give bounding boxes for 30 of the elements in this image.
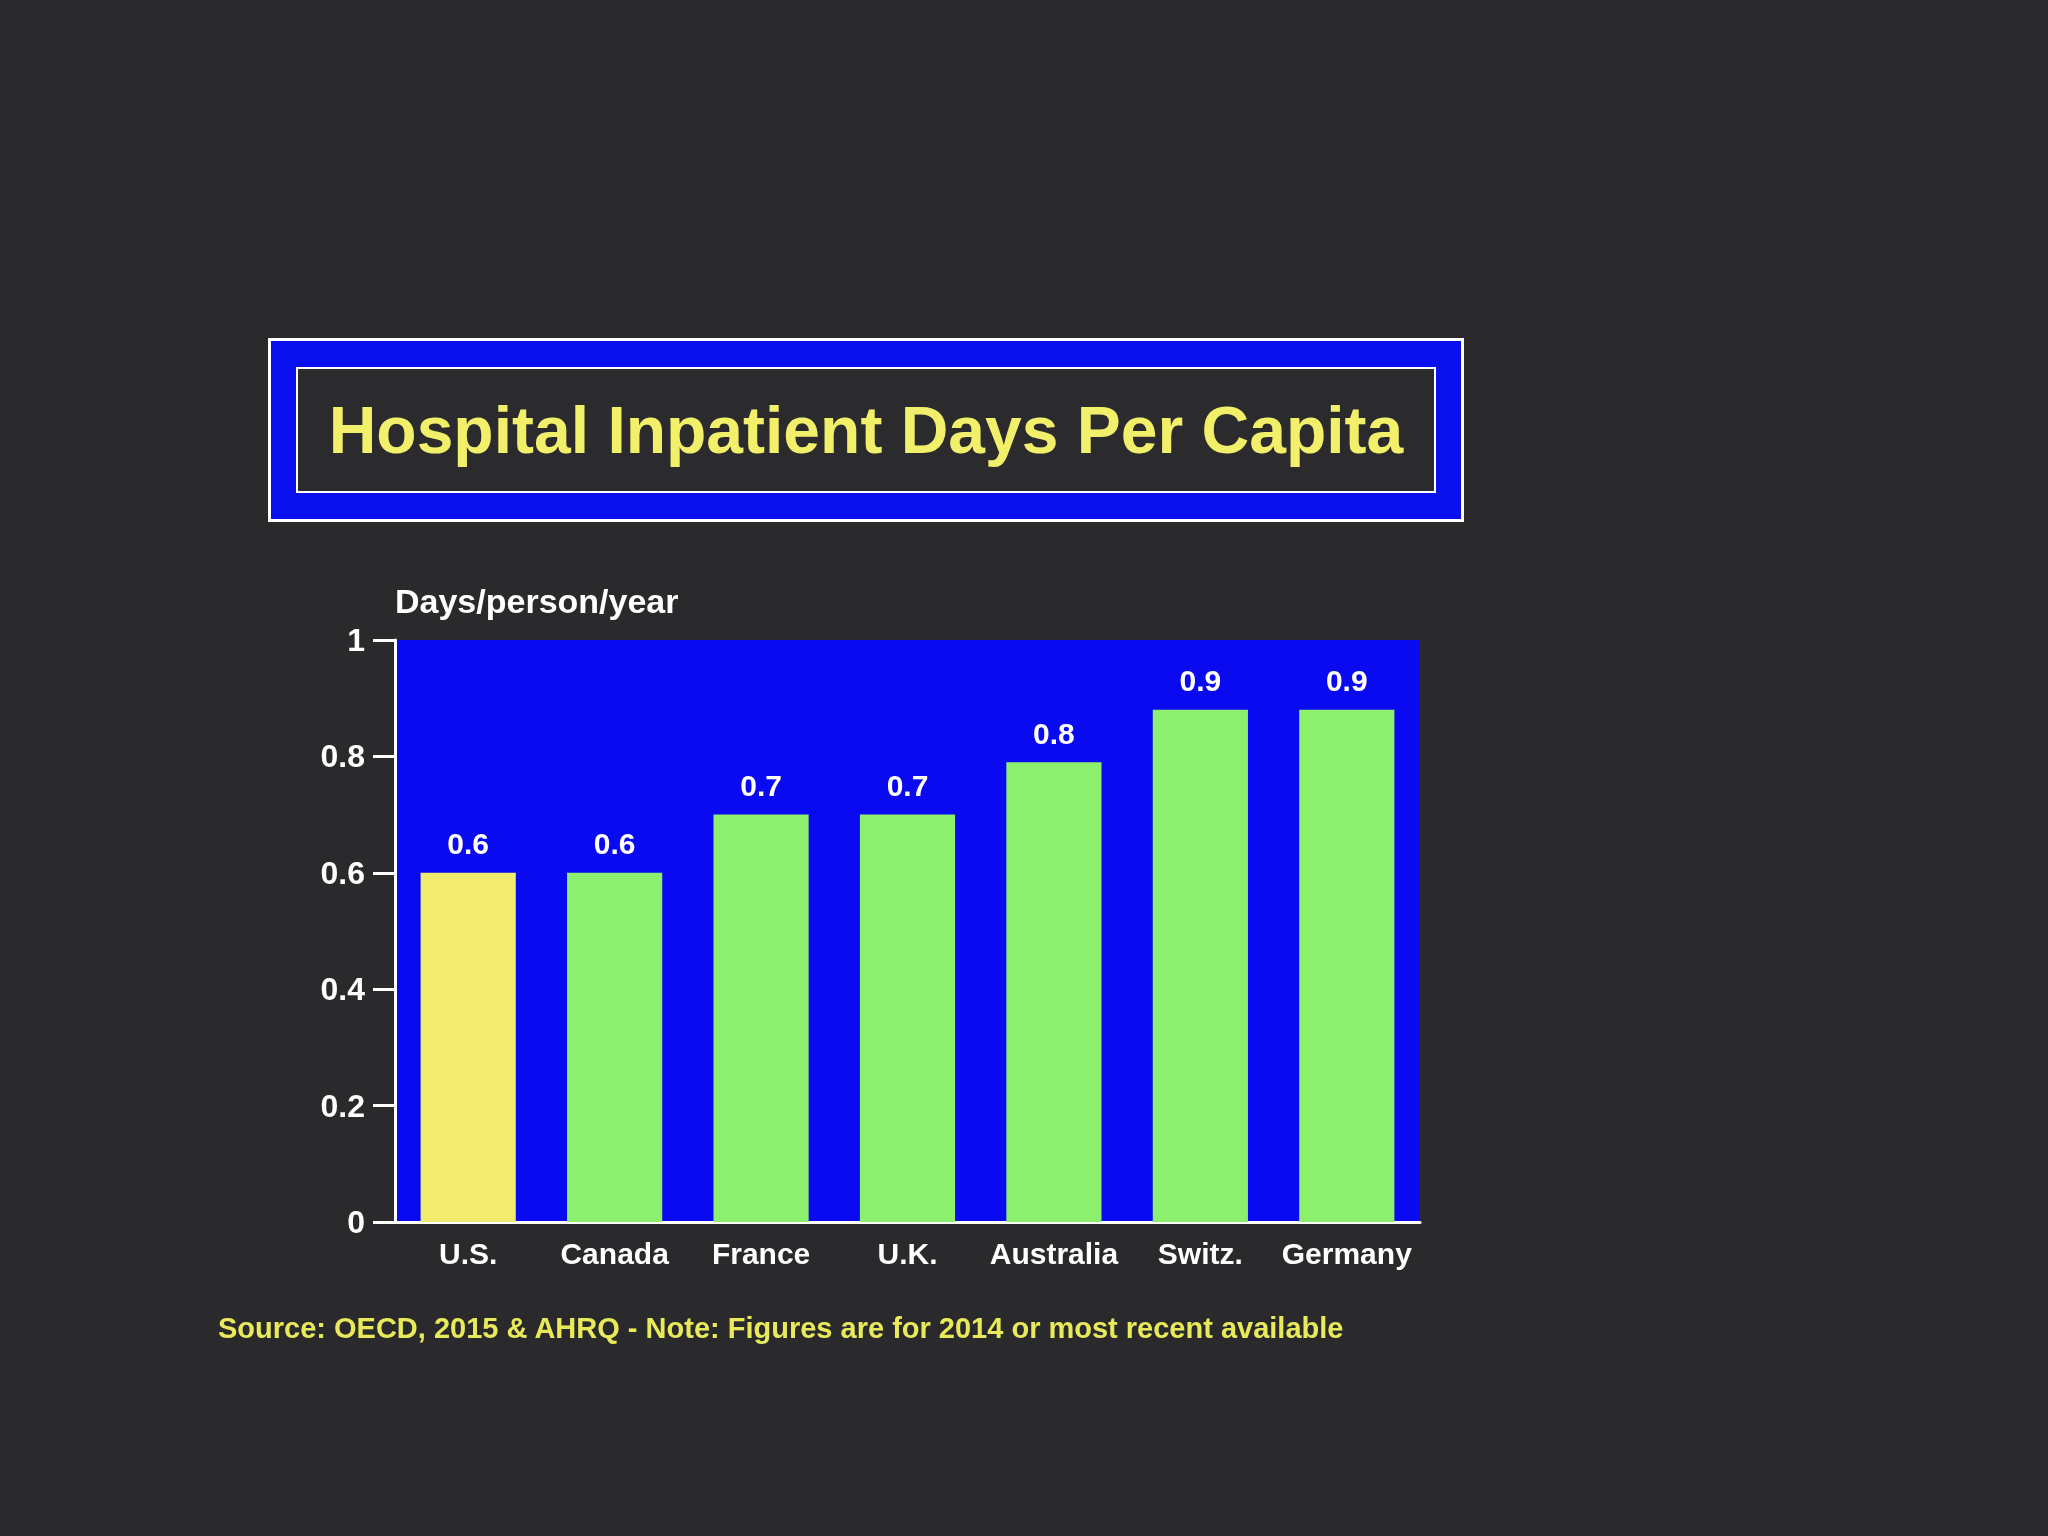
bar [567, 872, 663, 1222]
y-tick-label: 0.2 [320, 1087, 365, 1124]
data-label: 0.6 [593, 827, 636, 861]
bar [1006, 762, 1102, 1222]
y-tick-label: 0.6 [320, 854, 365, 891]
bar [1152, 709, 1248, 1222]
chart-title: Hospital Inpatient Days Per Capita [328, 392, 1404, 468]
x-tick-label: France [711, 1236, 811, 1270]
y-tick-label: 0.8 [320, 738, 365, 775]
y-axis-title: Days/person/year [395, 582, 679, 620]
x-tick-label: Australia [989, 1236, 1119, 1270]
source-note: Source: OECD, 2015 & AHRQ - Note: Figures are for 2014 or most recent available [218, 1312, 1344, 1345]
data-label: 0.9 [1325, 664, 1368, 698]
data-label: 0.6 [447, 827, 490, 861]
x-tick-label: Switz. [1157, 1236, 1243, 1270]
data-label: 0.7 [740, 769, 782, 803]
bar [420, 872, 516, 1222]
x-tick-label: Canada [560, 1236, 670, 1270]
x-tick-label: Germany [1281, 1236, 1413, 1270]
y-tick-label: 1 [347, 622, 365, 658]
data-label: 0.7 [886, 769, 929, 803]
bar [1299, 709, 1395, 1222]
bar [713, 814, 809, 1222]
x-tick-label: U.K. [877, 1236, 938, 1270]
y-tick-label: 0 [347, 1204, 365, 1240]
data-label: 0.8 [1033, 716, 1075, 750]
x-tick-label: U.S. [439, 1236, 498, 1270]
bar [859, 814, 956, 1222]
data-label: 0.9 [1179, 664, 1222, 698]
y-tick-label: 0.4 [320, 971, 366, 1008]
